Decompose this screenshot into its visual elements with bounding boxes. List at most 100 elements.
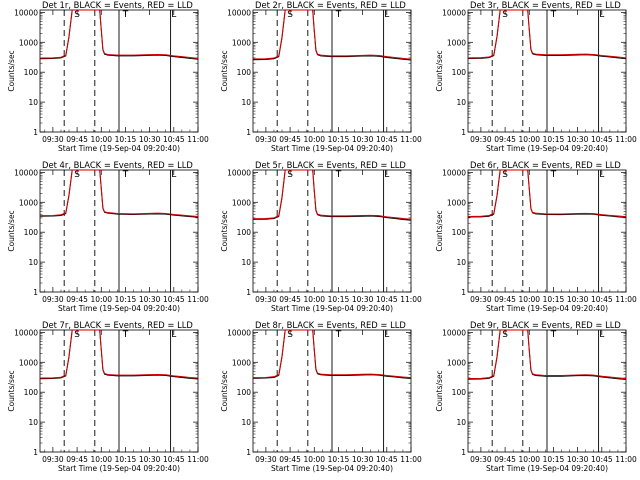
x-tick-label: 10:15 [115, 295, 137, 304]
x-tick-label: 10:00 [90, 455, 112, 464]
event-marker-label: S [287, 10, 293, 20]
x-tick-label: 11:00 [615, 295, 637, 304]
y-tick-label: 1000 [447, 38, 466, 47]
x-tick-label: 09:30 [42, 295, 64, 304]
event-marker-label: S [502, 170, 508, 180]
y-tick-label: 1 [246, 288, 251, 297]
x-tick-label: 10:00 [518, 455, 540, 464]
event-marker-label: T [122, 330, 129, 340]
x-tick-label: 09:45 [66, 455, 88, 464]
y-tick-label: 1000 [19, 198, 38, 207]
y-tick-label: 1000 [19, 38, 38, 47]
x-tick-label: 10:00 [303, 455, 325, 464]
event-marker-label: L [171, 330, 176, 340]
x-axis-label: Start Time (19-Sep-04 09:20:40) [58, 464, 180, 473]
event-marker-label: L [599, 170, 604, 180]
x-tick-label: 09:45 [279, 295, 301, 304]
x-tick-label: 10:15 [115, 455, 137, 464]
y-tick-label: 10 [241, 418, 251, 427]
x-tick-label: 11:00 [400, 135, 422, 144]
detector-panel-2: Det 2r, BLACK = Events, RED = LLD 1 10 100 1… [220, 0, 422, 153]
event-marker-label: T [550, 170, 557, 180]
series-lld [253, 10, 411, 60]
x-axis-label: Start Time (19-Sep-04 09:20:40) [58, 304, 180, 313]
y-axis-label: Counts/sec [7, 50, 16, 91]
x-tick-label: 09:45 [279, 135, 301, 144]
y-tick-label: 100 [237, 68, 252, 77]
y-tick-label: 10000 [442, 328, 466, 337]
series-lld [468, 170, 626, 218]
series-lld [40, 10, 198, 59]
x-tick-label: 10:30 [139, 455, 161, 464]
x-tick-label: 10:00 [303, 135, 325, 144]
x-axis-label: Start Time (19-Sep-04 09:20:40) [486, 144, 608, 153]
series-lld [253, 330, 411, 379]
y-axis-label: Counts/sec [7, 370, 16, 411]
event-marker-label: L [599, 10, 604, 20]
event-marker-label: T [335, 170, 342, 180]
x-tick-label: 11:00 [615, 135, 637, 144]
x-tick-label: 10:00 [303, 295, 325, 304]
y-tick-label: 100 [24, 388, 39, 397]
x-axis-label: Start Time (19-Sep-04 09:20:40) [271, 144, 393, 153]
x-tick-label: 09:45 [494, 135, 516, 144]
x-tick-label: 09:30 [42, 135, 64, 144]
series-lld [40, 170, 198, 218]
series-lld [253, 170, 411, 220]
detector-panel-1: Det 1r, BLACK = Events, RED = LLD 1 10 100 1… [7, 0, 209, 153]
y-tick-label: 10 [28, 418, 38, 427]
y-tick-label: 100 [237, 228, 252, 237]
y-axis-label: Counts/sec [435, 210, 444, 251]
y-tick-label: 1 [461, 288, 466, 297]
y-tick-label: 10 [241, 98, 251, 107]
x-tick-label: 10:45 [163, 295, 185, 304]
panel-title: Det 1r, BLACK = Events, RED = LLD [42, 0, 193, 10]
y-tick-label: 10 [456, 258, 466, 267]
y-tick-label: 10000 [14, 168, 38, 177]
x-tick-label: 09:45 [494, 295, 516, 304]
event-marker-label: T [550, 10, 557, 20]
x-tick-label: 10:30 [567, 135, 589, 144]
panel-title: Det 7r, BLACK = Events, RED = LLD [42, 320, 193, 330]
y-tick-label: 10 [28, 258, 38, 267]
x-tick-label: 10:00 [90, 135, 112, 144]
x-tick-label: 10:45 [376, 295, 398, 304]
event-marker-label: T [122, 10, 129, 20]
event-marker-label: S [502, 10, 508, 20]
y-tick-label: 10000 [442, 8, 466, 17]
y-tick-label: 1000 [232, 358, 251, 367]
event-marker-label: T [335, 330, 342, 340]
x-tick-label: 10:30 [139, 135, 161, 144]
event-marker-label: L [599, 330, 604, 340]
x-tick-label: 10:30 [567, 455, 589, 464]
detector-panel-3: Det 3r, BLACK = Events, RED = LLD 1 10 100 1… [435, 0, 637, 153]
event-marker-label: L [384, 330, 389, 340]
x-tick-label: 10:00 [518, 295, 540, 304]
event-marker-label: S [74, 330, 80, 340]
series-lld [468, 330, 626, 380]
x-tick-label: 10:00 [90, 295, 112, 304]
detector-panel-5: Det 5r, BLACK = Events, RED = LLD 1 10 100 1… [220, 160, 422, 313]
y-tick-label: 10000 [442, 168, 466, 177]
y-tick-label: 100 [24, 228, 39, 237]
x-tick-label: 11:00 [400, 295, 422, 304]
detector-panel-7: Det 7r, BLACK = Events, RED = LLD 1 10 100 1… [7, 320, 209, 473]
x-tick-label: 10:15 [328, 135, 350, 144]
detector-panel-4: Det 4r, BLACK = Events, RED = LLD 1 10 100 1… [7, 160, 209, 313]
event-marker-label: L [171, 10, 176, 20]
y-tick-label: 1000 [447, 198, 466, 207]
event-marker-label: T [122, 170, 129, 180]
event-marker-label: S [74, 10, 80, 20]
x-tick-label: 10:45 [376, 455, 398, 464]
y-tick-label: 1000 [19, 358, 38, 367]
y-tick-label: 1 [461, 128, 466, 137]
x-tick-label: 10:15 [115, 135, 137, 144]
x-tick-label: 10:15 [543, 455, 565, 464]
x-axis-label: Start Time (19-Sep-04 09:20:40) [486, 304, 608, 313]
x-tick-label: 10:15 [328, 295, 350, 304]
panel-title: Det 5r, BLACK = Events, RED = LLD [255, 160, 406, 170]
event-marker-label: S [502, 330, 508, 340]
y-axis-label: Counts/sec [7, 210, 16, 251]
x-tick-label: 10:45 [163, 135, 185, 144]
x-tick-label: 10:00 [518, 135, 540, 144]
